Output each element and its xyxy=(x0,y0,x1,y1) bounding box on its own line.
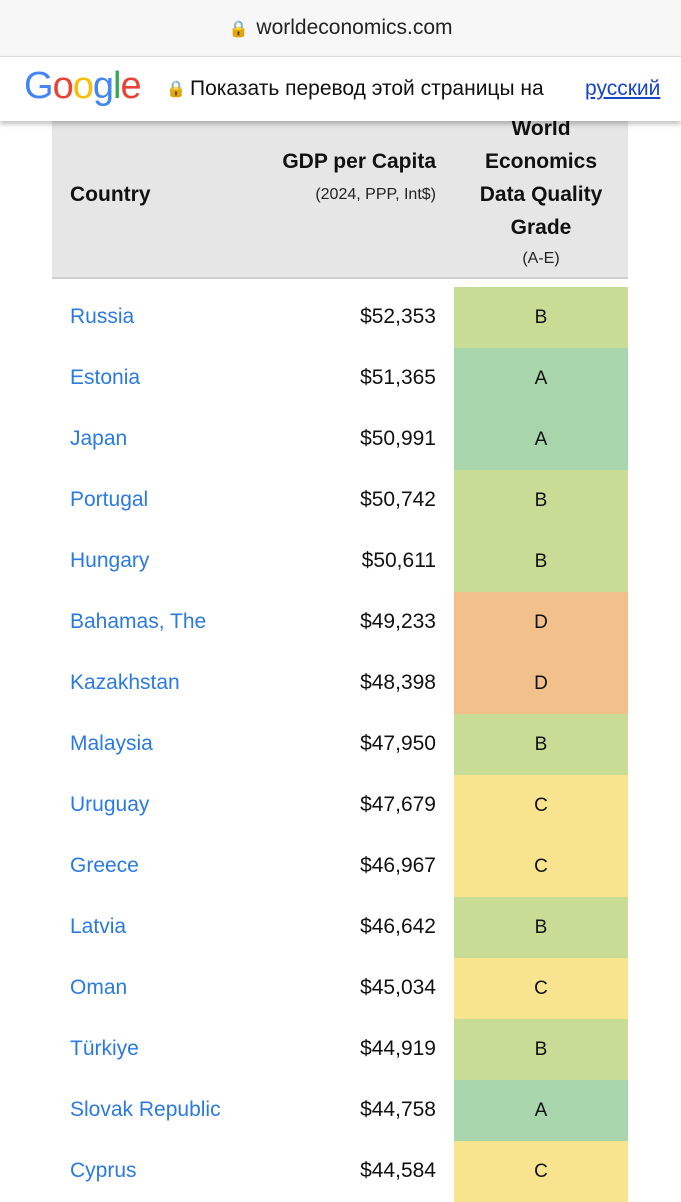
country-link[interactable]: Bahamas, The xyxy=(70,610,207,633)
grade-cell: B xyxy=(454,470,628,531)
translate-bar: Google 🔒 Показать перевод этой страницы … xyxy=(0,56,681,121)
language-link[interactable]: русский xyxy=(585,77,661,100)
grade-header[interactable]: World Economics Data Quality Grade (A-E) xyxy=(454,112,628,268)
google-logo: Google xyxy=(24,65,142,107)
country-link[interactable]: Uruguay xyxy=(70,793,150,816)
country-link[interactable]: Oman xyxy=(70,976,128,999)
gdp-value: $48,398 xyxy=(360,671,436,694)
gdp-value: $50,742 xyxy=(360,488,436,511)
table-row: Bahamas, The $49,233 D xyxy=(52,592,628,653)
gdp-header-sub: (2024, PPP, Int$) xyxy=(315,186,436,203)
gdp-value: $44,584 xyxy=(360,1159,436,1182)
gdp-value: $50,611 xyxy=(361,549,436,572)
table-row: Latvia $46,642 B xyxy=(52,897,628,958)
grade-cell: C xyxy=(454,958,628,1019)
country-link[interactable]: Türkiye xyxy=(70,1037,139,1060)
grade-cell: A xyxy=(454,348,628,409)
country-link[interactable]: Cyprus xyxy=(70,1159,137,1182)
table-row: Estonia $51,365 A xyxy=(52,348,628,409)
country-link[interactable]: Kazakhstan xyxy=(70,671,180,694)
gdp-value: $46,642 xyxy=(360,915,436,938)
grade-cell: B xyxy=(454,531,628,592)
grade-cell: D xyxy=(454,653,628,714)
country-link[interactable]: Latvia xyxy=(70,915,127,938)
translate-message: Показать перевод этой страницы на xyxy=(190,77,544,100)
grade-cell: B xyxy=(454,897,628,958)
table-row: Greece $46,967 C xyxy=(52,836,628,897)
url-bar: 🔒 worldeconomics.com xyxy=(0,0,681,56)
country-link[interactable]: Russia xyxy=(70,305,135,328)
grade-cell: A xyxy=(454,1080,628,1141)
table-row: Türkiye $44,919 B xyxy=(52,1019,628,1080)
table-row: Kazakhstan $48,398 D xyxy=(52,653,628,714)
table-row: Japan $50,991 A xyxy=(52,409,628,470)
gdp-value: $47,950 xyxy=(360,732,436,755)
table-row: Uruguay $47,679 C xyxy=(52,775,628,836)
table-row: Portugal $50,742 B xyxy=(52,470,628,531)
grade-cell: B xyxy=(454,287,628,348)
table-row: Malaysia $47,950 B xyxy=(52,714,628,775)
table-row: Cyprus $44,584 C xyxy=(52,1141,628,1202)
lock-icon: 🔒 xyxy=(228,21,249,38)
gdp-value: $52,353 xyxy=(360,305,436,328)
table-header: Country GDP per Capita (2024, PPP, Int$)… xyxy=(52,110,628,279)
gdp-value: $45,034 xyxy=(360,976,436,999)
table-row: Russia $52,353 B xyxy=(52,287,628,348)
country-link[interactable]: Malaysia xyxy=(70,732,153,755)
gdp-value: $49,233 xyxy=(360,610,436,633)
country-link[interactable]: Hungary xyxy=(70,549,150,572)
gdp-value: $44,758 xyxy=(360,1098,436,1121)
table-row: Hungary $50,611 B xyxy=(52,531,628,592)
lock-icon: 🔒 xyxy=(166,81,186,98)
gdp-value: $44,919 xyxy=(360,1037,436,1060)
gdp-value: $50,991 xyxy=(360,427,436,450)
table-row: Oman $45,034 C xyxy=(52,958,628,1019)
gdp-value: $46,967 xyxy=(360,854,436,877)
country-link[interactable]: Greece xyxy=(70,854,139,877)
url[interactable]: 🔒 worldeconomics.com xyxy=(0,16,681,40)
country-link[interactable]: Japan xyxy=(70,427,128,450)
country-link[interactable]: Estonia xyxy=(70,366,141,389)
grade-cell: C xyxy=(454,1141,628,1202)
grade-cell: D xyxy=(454,592,628,653)
country-header[interactable]: Country xyxy=(70,183,151,206)
grade-cell: A xyxy=(454,409,628,470)
gdp-value: $47,679 xyxy=(360,793,436,816)
gdp-header-title: GDP per Capita xyxy=(282,150,436,173)
table-row: Slovak Republic $44,758 A xyxy=(52,1080,628,1141)
country-link[interactable]: Slovak Republic xyxy=(70,1098,221,1121)
url-text[interactable]: worldeconomics.com xyxy=(256,16,453,39)
gdp-header[interactable]: GDP per Capita (2024, PPP, Int$) xyxy=(256,145,436,204)
grade-cell: B xyxy=(454,1019,628,1080)
grade-cell: C xyxy=(454,836,628,897)
grade-header-title: World Economics Data Quality Grade xyxy=(479,117,603,239)
grade-cell: B xyxy=(454,714,628,775)
gdp-value: $51,365 xyxy=(360,366,436,389)
grade-cell: C xyxy=(454,775,628,836)
country-link[interactable]: Portugal xyxy=(70,488,149,511)
grade-header-sub: (A-E) xyxy=(522,250,560,267)
